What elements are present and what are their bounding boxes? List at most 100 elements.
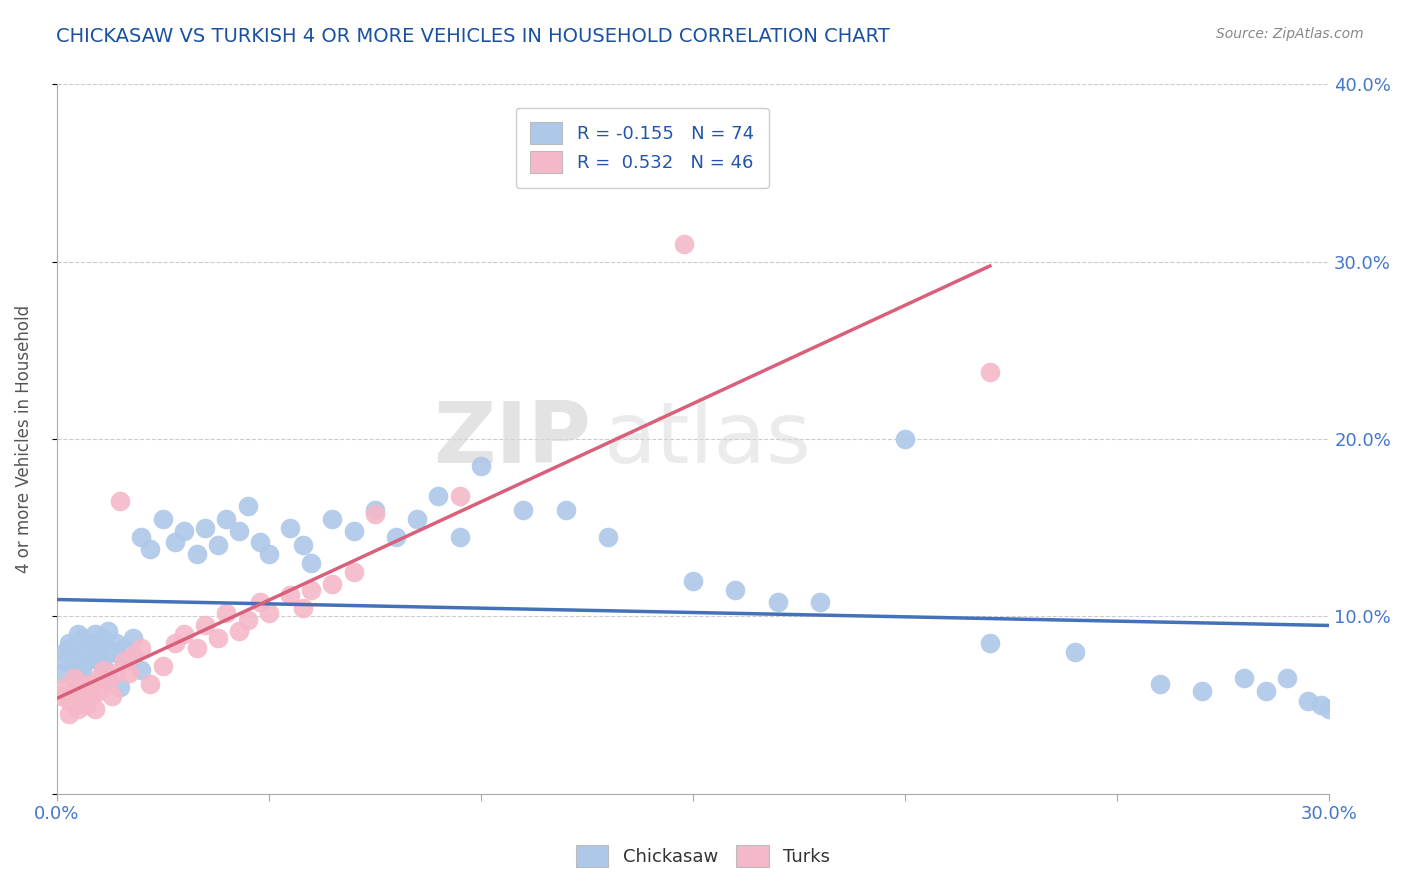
- Point: [53, 645, 76, 659]
- Point: [1309, 698, 1331, 712]
- Point: [79, 648, 101, 663]
- Point: [257, 547, 280, 561]
- Text: Source: ZipAtlas.com: Source: ZipAtlas.com: [1216, 27, 1364, 41]
- Point: [66, 627, 89, 641]
- Point: [364, 503, 387, 517]
- Point: [49, 666, 72, 681]
- Point: [100, 689, 122, 703]
- Point: [596, 530, 619, 544]
- Point: [249, 595, 271, 609]
- Point: [87, 672, 110, 686]
- Point: [122, 631, 145, 645]
- Point: [114, 654, 136, 668]
- Point: [152, 659, 174, 673]
- Point: [75, 645, 97, 659]
- Point: [1233, 672, 1256, 686]
- Point: [49, 689, 72, 703]
- Point: [83, 701, 105, 715]
- Point: [1063, 645, 1085, 659]
- Point: [62, 672, 84, 686]
- Point: [118, 654, 141, 668]
- Point: [58, 706, 80, 721]
- Point: [131, 641, 153, 656]
- Point: [554, 503, 576, 517]
- Point: [228, 524, 250, 539]
- Point: [70, 663, 93, 677]
- Point: [186, 547, 208, 561]
- Point: [79, 636, 101, 650]
- Point: [194, 521, 217, 535]
- Point: [96, 677, 118, 691]
- Point: [321, 512, 343, 526]
- Point: [110, 681, 132, 695]
- Point: [512, 503, 534, 517]
- Text: atlas: atlas: [603, 398, 811, 481]
- Point: [979, 636, 1001, 650]
- Point: [215, 512, 238, 526]
- Point: [83, 641, 105, 656]
- Point: [1149, 677, 1171, 691]
- Point: [165, 535, 187, 549]
- Point: [91, 663, 114, 677]
- Point: [70, 677, 93, 691]
- Point: [53, 654, 76, 668]
- Point: [66, 672, 89, 686]
- Point: [91, 631, 114, 645]
- Point: [186, 641, 208, 656]
- Point: [427, 489, 450, 503]
- Text: CHICKASAW VS TURKISH 4 OR MORE VEHICLES IN HOUSEHOLD CORRELATION CHART: CHICKASAW VS TURKISH 4 OR MORE VEHICLES …: [56, 27, 890, 45]
- Point: [406, 512, 429, 526]
- Point: [87, 636, 110, 650]
- Point: [385, 530, 408, 544]
- Point: [257, 606, 280, 620]
- Point: [131, 530, 153, 544]
- Point: [105, 636, 128, 650]
- Point: [79, 689, 101, 703]
- Point: [58, 694, 80, 708]
- Point: [449, 530, 471, 544]
- Point: [342, 565, 364, 579]
- Point: [110, 648, 132, 663]
- Point: [53, 681, 76, 695]
- Point: [470, 458, 492, 473]
- Point: [1275, 672, 1298, 686]
- Point: [808, 595, 831, 609]
- Point: [173, 524, 195, 539]
- Point: [96, 624, 118, 638]
- Point: [173, 627, 195, 641]
- Point: [449, 489, 471, 503]
- Point: [75, 698, 97, 712]
- Legend: R = -0.155   N = 74, R =  0.532   N = 46: R = -0.155 N = 74, R = 0.532 N = 46: [516, 108, 769, 188]
- Point: [75, 683, 97, 698]
- Point: [236, 613, 259, 627]
- Legend: Chickasaw, Turks: Chickasaw, Turks: [568, 838, 838, 874]
- Point: [249, 535, 271, 549]
- Point: [139, 541, 162, 556]
- Point: [91, 659, 114, 673]
- Point: [979, 365, 1001, 379]
- Point: [87, 645, 110, 659]
- Point: [58, 641, 80, 656]
- Point: [321, 577, 343, 591]
- Point: [62, 659, 84, 673]
- Point: [66, 689, 89, 703]
- Point: [299, 556, 322, 570]
- Point: [122, 648, 145, 663]
- Point: [673, 237, 696, 252]
- Point: [342, 524, 364, 539]
- Point: [207, 538, 229, 552]
- Point: [100, 645, 122, 659]
- Point: [75, 654, 97, 668]
- Point: [165, 636, 187, 650]
- Point: [299, 582, 322, 597]
- Point: [70, 631, 93, 645]
- Point: [66, 701, 89, 715]
- Point: [62, 683, 84, 698]
- Point: [1296, 694, 1319, 708]
- Point: [139, 677, 162, 691]
- Point: [236, 500, 259, 514]
- Point: [291, 538, 314, 552]
- Point: [291, 600, 314, 615]
- Y-axis label: 4 or more Vehicles in Household: 4 or more Vehicles in Household: [15, 305, 32, 574]
- Point: [83, 627, 105, 641]
